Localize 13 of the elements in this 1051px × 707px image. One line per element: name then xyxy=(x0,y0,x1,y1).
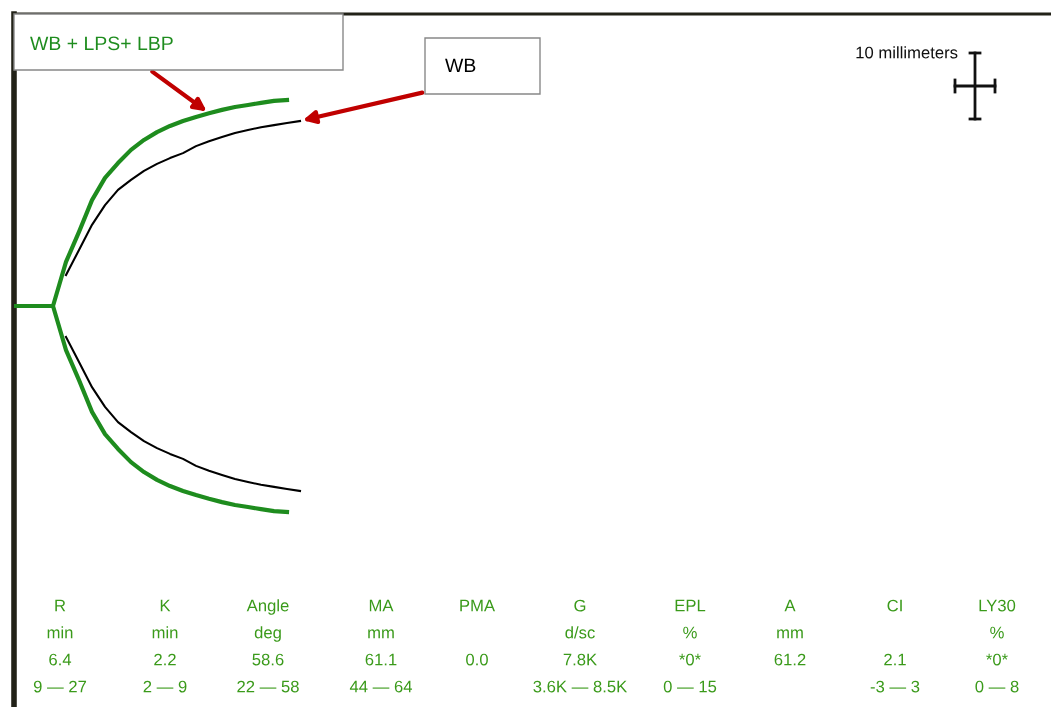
text: Angle deg 58.6 22 — 58 xyxy=(237,599,299,693)
text: PMA 0.0 xyxy=(460,599,496,666)
text: WB + LPS+ LBP xyxy=(30,36,173,51)
text: EPL % *0* 0 — 15 xyxy=(663,599,717,693)
text: LY30 % *0* 0 — 8 xyxy=(975,599,1019,693)
text: MA mm 61.1 44 — 64 xyxy=(349,599,413,693)
text: A mm 61.2 xyxy=(774,599,806,666)
text: CI 2.1 -3 — 3 xyxy=(870,599,920,693)
text: R min 6.4 9 — 27 xyxy=(33,599,87,693)
text: WB xyxy=(445,58,476,73)
text: K min 2.2 2 — 9 xyxy=(143,599,187,693)
text: G d/sc 7.8K 3.6K — 8.5K xyxy=(533,599,628,693)
text: 10 millimeters xyxy=(856,46,958,59)
